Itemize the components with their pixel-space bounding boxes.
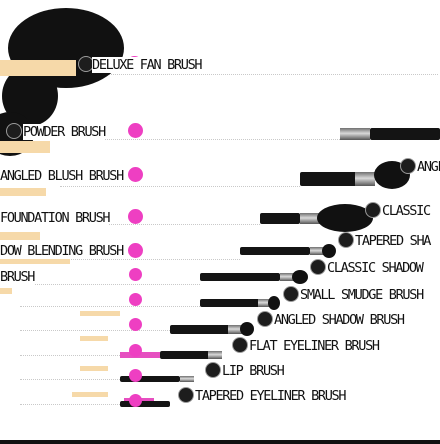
label-deluxe-fan-brush: DELUXE FAN BRUSH bbox=[92, 57, 203, 73]
pink-dot-eyeliner bbox=[129, 344, 142, 357]
label-foundation-left: FOUNDATION BRUSH bbox=[0, 210, 111, 226]
badge-blush-right bbox=[400, 158, 416, 174]
powder-brush-metal bbox=[340, 128, 370, 140]
bottom-rule bbox=[0, 440, 440, 444]
guide-line-tapered bbox=[60, 259, 240, 260]
badge-foundation-right bbox=[365, 202, 381, 218]
badge-powder bbox=[6, 123, 22, 139]
label-tapered-right: TAPERED SHA bbox=[355, 233, 431, 249]
label-flat-eyeliner-brush: FLAT EYELINER BRUSH bbox=[249, 338, 380, 354]
powder-brush-handle bbox=[370, 128, 440, 140]
smudge-metal bbox=[258, 299, 270, 307]
angled-shadow-tip bbox=[240, 322, 254, 336]
guide-line-classic bbox=[20, 284, 200, 285]
pink-dot-tapered-eyeliner bbox=[129, 394, 142, 407]
eyeliner-ferrule-left bbox=[80, 336, 108, 341]
pink-dot-smudge bbox=[129, 293, 142, 306]
pink-dot-foundation bbox=[128, 209, 143, 224]
foundation-brush-ferrule bbox=[0, 232, 40, 240]
tapered-brush-tip bbox=[322, 244, 336, 258]
pink-dot-tapered bbox=[128, 243, 143, 258]
tapered-eyeliner-handle bbox=[120, 401, 170, 407]
smudge-ferrule bbox=[0, 288, 12, 294]
angled-shadow-handle bbox=[170, 325, 230, 334]
lip-metal bbox=[180, 376, 194, 382]
label-foundation-right: CLASSIC bbox=[382, 203, 431, 219]
label-tapered-eyeliner-brush: TAPERED EYELINER BRUSH bbox=[195, 388, 347, 404]
badge-classic-shadow-right bbox=[310, 259, 326, 275]
badge-tapered-eyeliner-right bbox=[178, 387, 194, 403]
tapered-brush-handle bbox=[240, 247, 310, 255]
guide-line-fan bbox=[88, 74, 438, 75]
blush-brush-ferrule bbox=[0, 188, 46, 196]
smudge-tip bbox=[268, 296, 280, 310]
label-lip-brush: LIP BRUSH bbox=[222, 363, 285, 379]
pink-dot-blush bbox=[128, 167, 143, 182]
tapered-brush-ferrule bbox=[0, 258, 70, 264]
label-angled-blush-right: ANGLED BLUSH BRUSH bbox=[417, 159, 440, 175]
guide-line-smudge bbox=[20, 306, 200, 307]
lip-handle bbox=[120, 376, 180, 382]
pink-dot-lip bbox=[129, 369, 142, 382]
tapered-brush-metal bbox=[310, 247, 324, 255]
smudge-handle bbox=[200, 299, 260, 307]
tapered-eyeliner-ferrule-left bbox=[72, 392, 108, 397]
foundation-brush-handle bbox=[260, 213, 300, 224]
eyeliner-metal bbox=[208, 351, 222, 359]
badge-lip-right bbox=[205, 362, 221, 378]
blush-brush-handle bbox=[300, 172, 360, 186]
label-powder-brush: POWDER BRUSH bbox=[23, 124, 106, 140]
label-tapered-left: DOW BLENDING BRUSH bbox=[0, 243, 124, 259]
angled-shadow-metal bbox=[228, 325, 244, 334]
guide-line-eyeliner bbox=[20, 355, 150, 356]
badge-tapered-right bbox=[338, 232, 354, 248]
label-classic-shadow-left: BRUSH bbox=[0, 269, 35, 285]
label-angled-blush-left: ANGLED BLUSH BRUSH bbox=[0, 168, 124, 184]
guide-line-blush bbox=[60, 186, 300, 187]
badge-smudge-right bbox=[283, 286, 299, 302]
powder-brush-ferrule bbox=[0, 141, 50, 153]
guide-line-powder bbox=[70, 139, 340, 140]
guide-line-lip bbox=[20, 379, 140, 380]
pink-dot-classic-shadow bbox=[129, 268, 142, 281]
guide-line-tapered-eyeliner bbox=[20, 404, 140, 405]
foundation-brush-metal bbox=[300, 213, 320, 224]
foundation-brush-head bbox=[317, 204, 373, 232]
angled-shadow-ferrule-left bbox=[80, 311, 120, 316]
label-classic-shadow-right: CLASSIC SHADOW bbox=[327, 260, 424, 276]
fan-brush-ferrule bbox=[0, 60, 76, 76]
pink-dot-powder bbox=[128, 123, 143, 138]
badge-eyeliner-right bbox=[232, 337, 248, 353]
guide-line-angled-shadow bbox=[20, 330, 170, 331]
label-angled-shadow-brush: ANGLED SHADOW BRUSH bbox=[274, 312, 405, 328]
eyeliner-handle bbox=[160, 351, 210, 359]
classic-shadow-handle bbox=[200, 273, 280, 281]
classic-shadow-tip bbox=[292, 270, 308, 284]
guide-line-foundation bbox=[60, 224, 260, 225]
classic-shadow-metal bbox=[280, 273, 294, 281]
blush-brush-metal bbox=[355, 172, 375, 186]
pink-dot-angled-shadow bbox=[129, 318, 142, 331]
badge-angled-shadow-right bbox=[257, 311, 273, 327]
lip-ferrule-left bbox=[80, 366, 108, 371]
label-small-smudge-brush: SMALL SMUDGE BRUSH bbox=[300, 287, 424, 303]
